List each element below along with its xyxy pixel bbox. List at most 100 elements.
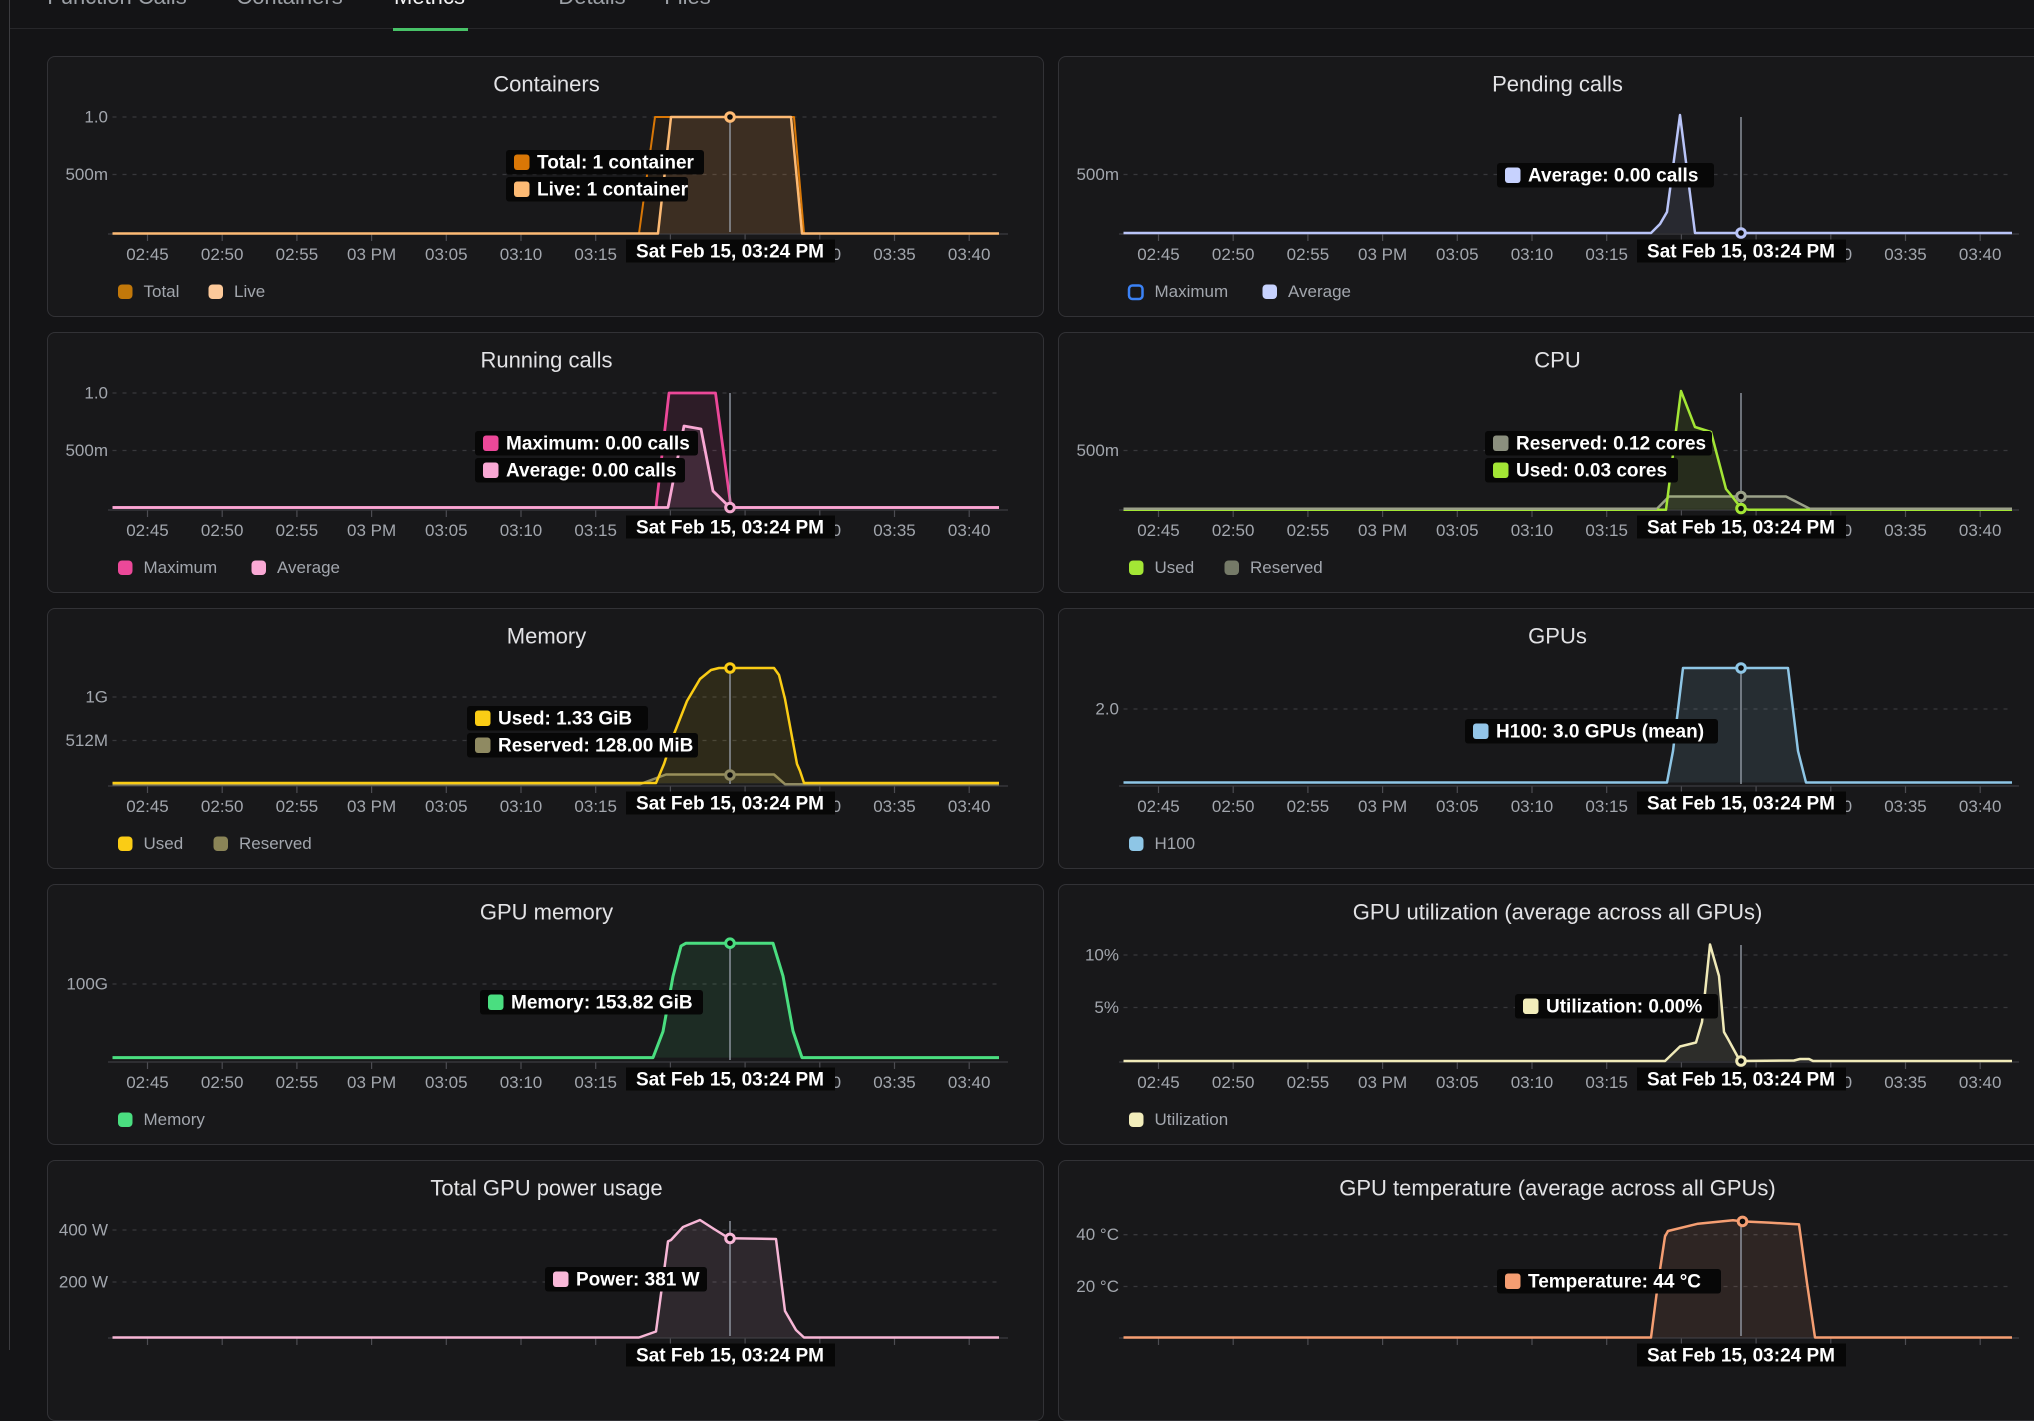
svg-text:1.0: 1.0 <box>84 108 108 127</box>
svg-text:H100: H100 <box>1155 834 1196 853</box>
svg-text:03:35: 03:35 <box>873 521 916 540</box>
svg-text:03:35: 03:35 <box>1884 797 1927 816</box>
svg-text:03:15: 03:15 <box>574 245 617 264</box>
svg-text:03:05: 03:05 <box>1436 245 1479 264</box>
svg-text:02:50: 02:50 <box>201 797 244 816</box>
svg-text:02:50: 02:50 <box>201 245 244 264</box>
svg-text:Temperature: 44 °C: Temperature: 44 °C <box>1528 1272 1701 1293</box>
svg-text:200 W: 200 W <box>59 1273 108 1292</box>
svg-text:03 PM: 03 PM <box>347 797 396 816</box>
svg-text:03:15: 03:15 <box>574 521 617 540</box>
svg-text:Sat Feb 15, 03:24 PM: Sat Feb 15, 03:24 PM <box>1647 518 1835 539</box>
svg-text:03:05: 03:05 <box>1436 797 1479 816</box>
svg-text:Utilization: 0.00%: Utilization: 0.00% <box>1546 997 1702 1018</box>
svg-text:H100: 3.0 GPUs (mean): H100: 3.0 GPUs (mean) <box>1496 722 1704 743</box>
svg-text:03:10: 03:10 <box>1511 521 1554 540</box>
svg-text:03:10: 03:10 <box>1511 1073 1554 1092</box>
svg-text:03 PM: 03 PM <box>1358 521 1407 540</box>
svg-text:03:40: 03:40 <box>948 1073 991 1092</box>
svg-text:Sat Feb 15, 03:24 PM: Sat Feb 15, 03:24 PM <box>636 518 824 539</box>
svg-text:03 PM: 03 PM <box>1358 797 1407 816</box>
svg-text:03:35: 03:35 <box>873 797 916 816</box>
svg-text:02:50: 02:50 <box>1212 797 1255 816</box>
svg-text:03:05: 03:05 <box>425 797 468 816</box>
svg-text:03:15: 03:15 <box>574 797 617 816</box>
svg-text:20 °C: 20 °C <box>1076 1277 1119 1296</box>
svg-text:Reserved: Reserved <box>239 834 312 853</box>
svg-text:Average: 0.00 calls: Average: 0.00 calls <box>1528 166 1698 187</box>
svg-text:GPU utilization (average acros: GPU utilization (average across all GPUs… <box>1353 900 1763 925</box>
svg-text:03:35: 03:35 <box>1884 1073 1927 1092</box>
svg-text:2.0: 2.0 <box>1095 700 1119 719</box>
svg-text:03:05: 03:05 <box>425 1073 468 1092</box>
svg-text:02:45: 02:45 <box>1137 1073 1180 1092</box>
svg-text:Sat Feb 15, 03:24 PM: Sat Feb 15, 03:24 PM <box>636 1070 824 1091</box>
svg-text:03 PM: 03 PM <box>347 1073 396 1092</box>
svg-text:03:40: 03:40 <box>1959 521 2002 540</box>
svg-text:Pending calls: Pending calls <box>1492 72 1623 97</box>
svg-text:03 PM: 03 PM <box>347 245 396 264</box>
svg-text:03:05: 03:05 <box>1436 521 1479 540</box>
svg-text:10%: 10% <box>1085 946 1119 965</box>
svg-text:03:15: 03:15 <box>1585 797 1628 816</box>
svg-text:02:55: 02:55 <box>1287 245 1330 264</box>
svg-text:03 PM: 03 PM <box>347 521 396 540</box>
svg-text:CPU: CPU <box>1534 348 1580 373</box>
svg-text:Sat Feb 15, 03:24 PM: Sat Feb 15, 03:24 PM <box>1647 242 1835 263</box>
svg-text:500m: 500m <box>1076 165 1119 184</box>
svg-text:Sat Feb 15, 03:24 PM: Sat Feb 15, 03:24 PM <box>636 242 824 263</box>
svg-text:40 °C: 40 °C <box>1076 1225 1119 1244</box>
svg-text:Containers: Containers <box>493 72 599 97</box>
svg-text:02:55: 02:55 <box>276 1073 319 1092</box>
svg-text:Sat Feb 15, 03:24 PM: Sat Feb 15, 03:24 PM <box>1647 1346 1835 1367</box>
svg-text:02:50: 02:50 <box>1212 245 1255 264</box>
svg-text:02:50: 02:50 <box>201 521 244 540</box>
svg-text:03:40: 03:40 <box>1959 797 2002 816</box>
svg-text:Maximum: 0.00 calls: Maximum: 0.00 calls <box>506 434 690 455</box>
svg-text:03 PM: 03 PM <box>1358 245 1407 264</box>
svg-text:Used: 1.33 GiB: Used: 1.33 GiB <box>498 709 632 730</box>
svg-text:02:50: 02:50 <box>1212 1073 1255 1092</box>
svg-text:03:15: 03:15 <box>1585 245 1628 264</box>
svg-text:Used: Used <box>144 834 184 853</box>
svg-text:03:40: 03:40 <box>1959 1073 2002 1092</box>
svg-text:Sat Feb 15, 03:24 PM: Sat Feb 15, 03:24 PM <box>1647 1070 1835 1091</box>
svg-text:03:15: 03:15 <box>1585 521 1628 540</box>
svg-text:Used: Used <box>1155 558 1195 577</box>
svg-text:Average: Average <box>1288 282 1351 301</box>
svg-text:Power: 381 W: Power: 381 W <box>576 1270 700 1291</box>
svg-text:512M: 512M <box>65 731 108 750</box>
svg-text:Live: 1 container: Live: 1 container <box>537 180 689 201</box>
svg-text:GPU memory: GPU memory <box>480 900 613 925</box>
svg-text:Reserved: Reserved <box>1250 558 1323 577</box>
svg-text:03:10: 03:10 <box>500 797 543 816</box>
svg-text:03:15: 03:15 <box>574 1073 617 1092</box>
svg-text:500m: 500m <box>65 165 108 184</box>
svg-text:Total: 1 container: Total: 1 container <box>537 153 695 174</box>
svg-text:03:15: 03:15 <box>1585 1073 1628 1092</box>
svg-text:Running calls: Running calls <box>480 348 612 373</box>
svg-text:Average: 0.00 calls: Average: 0.00 calls <box>506 461 676 482</box>
svg-text:03:10: 03:10 <box>1511 797 1554 816</box>
svg-text:02:55: 02:55 <box>1287 797 1330 816</box>
svg-text:500m: 500m <box>1076 441 1119 460</box>
svg-text:Reserved: 128.00 MiB: Reserved: 128.00 MiB <box>498 736 693 757</box>
svg-text:03:35: 03:35 <box>1884 245 1927 264</box>
svg-text:02:50: 02:50 <box>201 1073 244 1092</box>
svg-text:1G: 1G <box>85 688 108 707</box>
svg-text:03:40: 03:40 <box>948 245 991 264</box>
svg-text:Memory: 153.82 GiB: Memory: 153.82 GiB <box>511 993 693 1014</box>
svg-text:Maximum: Maximum <box>144 558 218 577</box>
svg-text:Memory: Memory <box>144 1110 206 1129</box>
svg-text:02:55: 02:55 <box>276 797 319 816</box>
svg-text:Sat Feb 15, 03:24 PM: Sat Feb 15, 03:24 PM <box>636 1346 824 1367</box>
svg-text:03:10: 03:10 <box>500 521 543 540</box>
svg-text:02:55: 02:55 <box>1287 521 1330 540</box>
svg-text:02:45: 02:45 <box>126 797 169 816</box>
svg-text:03:40: 03:40 <box>948 797 991 816</box>
svg-text:Sat Feb 15, 03:24 PM: Sat Feb 15, 03:24 PM <box>636 794 824 815</box>
svg-text:02:45: 02:45 <box>126 1073 169 1092</box>
svg-text:Average: Average <box>277 558 340 577</box>
svg-text:Maximum: Maximum <box>1155 282 1229 301</box>
svg-text:Live: Live <box>234 282 265 301</box>
